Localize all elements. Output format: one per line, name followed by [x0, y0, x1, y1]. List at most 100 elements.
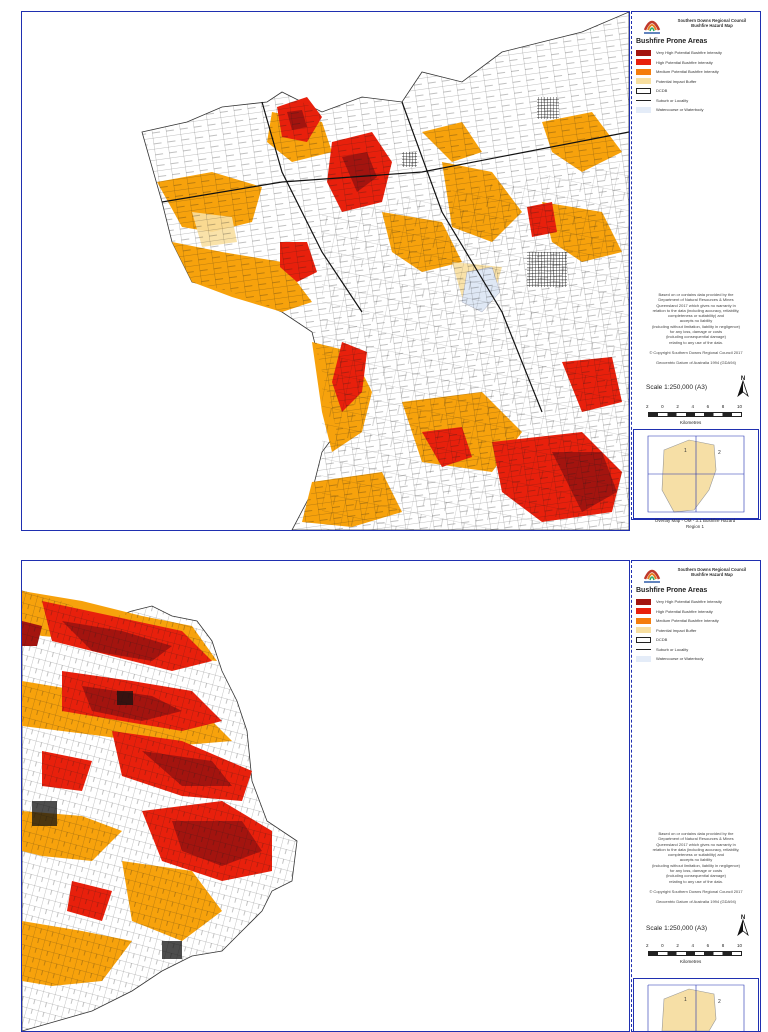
- north-arrow-icon: N: [737, 915, 749, 937]
- legend-item-high: High Potential Bushfire Intensity: [636, 607, 756, 617]
- swatch: [636, 608, 651, 615]
- disclaimer-line: (including without limitation, liability…: [651, 323, 741, 329]
- legend-item-very-high: Very High Potential Bushfire Intensity: [636, 48, 756, 58]
- legend-item-water: Watercourse or Waterbody: [636, 654, 756, 664]
- scale-tick: 8: [721, 943, 725, 948]
- scale-ticks: 2 0 2 4 6 8 10: [646, 943, 742, 948]
- scale-tick: 2: [646, 943, 649, 948]
- legend-label: Watercourse or Waterbody: [656, 107, 704, 113]
- disclaimer-line: relation to the data (including accuracy…: [652, 846, 740, 852]
- legend-label: Suburb or Locality: [656, 97, 689, 103]
- scale-text: Scale 1:250,000 (A3): [646, 384, 708, 391]
- swatch: [636, 598, 651, 605]
- scale-tick: 10: [736, 943, 742, 948]
- legend-label: Medium Potential Bushfire Intensity: [656, 69, 719, 75]
- legend-label: DCDB: [656, 88, 668, 94]
- disclaimer-line: accepts no liability: [679, 857, 713, 863]
- map-page-1: Southern Downs Regional Council Bushfire…: [21, 11, 761, 531]
- urban-areas: [32, 691, 182, 959]
- legend-label: Suburb or Locality: [656, 646, 689, 652]
- scale-bar: [648, 412, 742, 417]
- north-label: N: [741, 376, 745, 382]
- legend-item-suburb: Suburb or Locality: [636, 96, 756, 106]
- inset-number: 2: [718, 999, 721, 1005]
- disclaimer-line: Queensland 2017 which gives no warranty …: [656, 302, 736, 308]
- inset-number: 1: [684, 448, 687, 454]
- scale-tick: 0: [661, 943, 664, 948]
- legend-items: Very High Potential Bushfire Intensity H…: [636, 597, 756, 664]
- scale-text: Scale 1:250,000 (A3): [646, 925, 708, 932]
- legend-label: Watercourse or Waterbody: [656, 656, 704, 662]
- council-logo-icon: [643, 20, 661, 34]
- disclaimer: Based on or contains data provided by th…: [638, 831, 754, 905]
- scale-tick: 8: [721, 404, 725, 409]
- inset-map: 1 2: [647, 984, 745, 1031]
- overlay-caption-line: Overlay Map - OM - 3.1 Bushfire Hazard: [654, 518, 736, 523]
- disclaimer-line: (including without limitation, liability…: [651, 862, 741, 868]
- disclaimer-line: relation to the data (including accuracy…: [652, 307, 740, 313]
- legend-label: Very High Potential Bushfire Intensity: [656, 599, 722, 605]
- legend-items: Very High Potential Bushfire Intensity H…: [636, 48, 756, 115]
- swatch: [636, 97, 651, 103]
- disclaimer-line: accepts no liability: [679, 318, 713, 324]
- council-title: Southern Downs Regional Council Bushfire…: [672, 567, 752, 577]
- disclaimer-line: (including consequential damage): [666, 334, 726, 340]
- scale-tick: 2: [646, 404, 649, 409]
- swatch: [636, 59, 651, 66]
- overlay-caption: Overlay Map - OM - 3.1 Bushfire Hazard R…: [633, 518, 757, 529]
- legend-label: Potential Impact Buffer: [656, 627, 697, 633]
- scale-bar: [648, 951, 742, 956]
- legend-label: High Potential Bushfire Intensity: [656, 59, 713, 65]
- inset-number: 1: [684, 997, 687, 1003]
- swatch: [636, 78, 651, 85]
- scale-tick: 2: [676, 943, 679, 948]
- legend-label: DCDB: [656, 637, 668, 643]
- disclaimer-line: for any loss, damage or costs: [669, 868, 723, 874]
- north-arrow-icon: N: [737, 376, 749, 398]
- swatch: [636, 655, 651, 662]
- disclaimer-line: completeness or suitability) and: [667, 313, 725, 319]
- legend-item-high: High Potential Bushfire Intensity: [636, 58, 756, 68]
- disclaimer: Based on or contains data provided by th…: [638, 292, 754, 366]
- map-title: Bushfire Hazard Map: [691, 572, 733, 577]
- legend-label: Medium Potential Bushfire Intensity: [656, 618, 719, 624]
- legend-item-suburb: Suburb or Locality: [636, 645, 756, 655]
- scale-tick: 0: [661, 404, 664, 409]
- bushfire-map: [22, 590, 298, 1031]
- disclaimer-line: for any loss, damage or costs: [669, 329, 723, 335]
- legend-title: Bushfire Prone Areas: [636, 587, 708, 594]
- copyright: © Copyright Southern Downs Regional Coun…: [649, 888, 743, 894]
- disclaimer-line: Department of Natural Resources & Mines: [658, 836, 734, 842]
- swatch: [636, 106, 651, 113]
- council-name: Southern Downs Regional Council: [677, 567, 747, 572]
- legend-item-water: Watercourse or Waterbody: [636, 105, 756, 115]
- north-label: N: [741, 915, 745, 921]
- swatch: [636, 68, 651, 75]
- scale-units: Kilometres: [680, 420, 702, 425]
- legend-item-medium: Medium Potential Bushfire Intensity: [636, 616, 756, 626]
- scale-tick: 4: [691, 404, 694, 409]
- disclaimer-line: Based on or contains data provided by th…: [658, 831, 734, 836]
- scale-tick: 2: [676, 404, 679, 409]
- scale-ticks: 2 0 2 4 6 8 10: [646, 404, 742, 409]
- inset-map: 1 2: [647, 435, 745, 513]
- legend-item-buffer: Potential Impact Buffer: [636, 626, 756, 636]
- council-title: Southern Downs Regional Council Bushfire…: [672, 18, 752, 28]
- swatch: [636, 627, 651, 634]
- map-frame[interactable]: [21, 560, 630, 1032]
- disclaimer-line: Based on or contains data provided by th…: [658, 292, 734, 297]
- map-frame[interactable]: [21, 11, 630, 531]
- disclaimer-line: relating to any use of the data.: [669, 878, 723, 884]
- overview-inset: 1 2: [633, 429, 759, 519]
- overlay-caption-line: Region 1: [685, 523, 704, 529]
- legend-item-very-high: Very High Potential Bushfire Intensity: [636, 597, 756, 607]
- disclaimer-line: (including consequential damage): [666, 873, 726, 879]
- legend-label: Very High Potential Bushfire Intensity: [656, 50, 722, 56]
- disclaimer-line: relating to any use of the data.: [669, 339, 723, 345]
- swatch: [636, 87, 651, 94]
- map-title: Bushfire Hazard Map: [691, 23, 733, 28]
- map-page-2: Southern Downs Regional Council Bushfire…: [0, 552, 768, 1032]
- datum: Geocentric Datum of Australia 1994 (GDA9…: [655, 360, 737, 366]
- scale-tick: 4: [691, 943, 694, 948]
- disclaimer-line: completeness or suitability) and: [667, 852, 725, 858]
